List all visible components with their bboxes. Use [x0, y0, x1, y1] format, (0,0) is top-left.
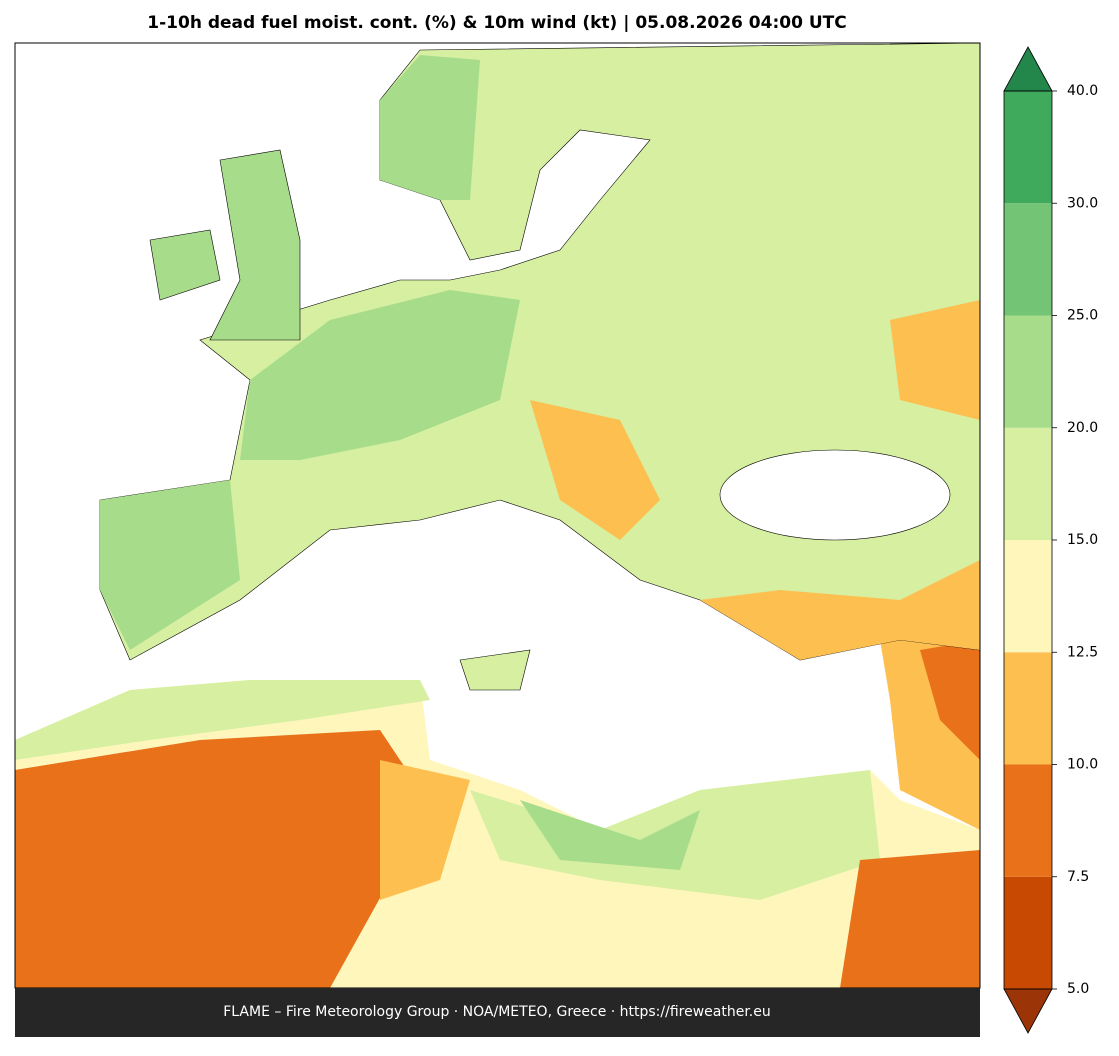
land-coast	[15, 680, 430, 760]
land-moist	[520, 800, 700, 870]
land-dry	[380, 760, 470, 900]
land-britain	[209, 149, 301, 341]
colorbar-under	[1003, 988, 1053, 1034]
colorbar-tick-label: 5.0	[1067, 981, 1089, 997]
land-ireland	[149, 229, 221, 301]
land-dry	[920, 640, 980, 760]
colorbar-tick-label: 15.0	[1067, 532, 1098, 548]
colorbar-tick-label: 20.0	[1067, 420, 1098, 436]
land-dry	[15, 730, 420, 988]
colorbar-segment	[1004, 427, 1052, 540]
land-dry	[700, 560, 980, 660]
colorbar-segment	[1004, 91, 1052, 204]
land-moist	[100, 480, 240, 650]
colorbar-tick-label: 10.0	[1067, 757, 1098, 773]
land-dry	[890, 300, 980, 420]
land-moist	[240, 290, 520, 460]
black-sea	[719, 449, 951, 541]
colorbar-segment	[1004, 540, 1052, 653]
map-area	[14, 42, 981, 989]
colorbar-tick-label: 40.0	[1067, 83, 1098, 99]
footer-band	[15, 988, 980, 1037]
colorbar-tick-label: 30.0	[1067, 195, 1098, 211]
land-moist	[380, 55, 480, 200]
colorbar: 5.0 7.5 10.0 12.5 15.0 20.0 25.0 30.0 40.0	[1003, 46, 1098, 1034]
colorbar-tick-label: 7.5	[1067, 869, 1089, 885]
colorbar-segment	[1004, 203, 1052, 316]
land-sicily	[459, 649, 531, 691]
colorbar-segment	[1004, 315, 1052, 428]
colorbar-tick-label: 12.5	[1067, 644, 1098, 660]
colorbar-tick-label: 25.0	[1067, 308, 1098, 324]
footer-text: FLAME – Fire Meteorology Group · NOA/MET…	[223, 1004, 771, 1020]
map-title: 1-10h dead fuel moist. cont. (%) & 10m w…	[147, 13, 846, 33]
colorbar-over	[1003, 46, 1053, 92]
land-dry	[840, 850, 980, 988]
colorbar-segment	[1004, 764, 1052, 877]
colorbar-segment	[1004, 652, 1052, 765]
land-dry	[530, 400, 660, 540]
colorbar-segment	[1004, 876, 1052, 989]
